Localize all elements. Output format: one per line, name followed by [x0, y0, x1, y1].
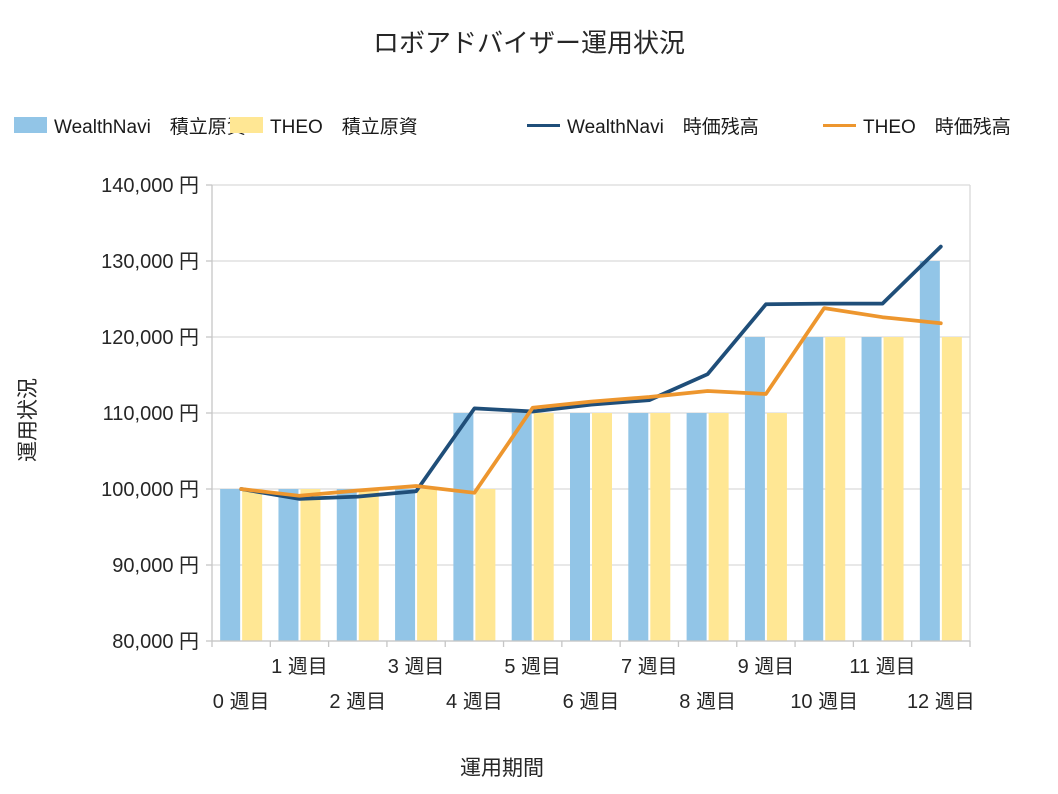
- legend-label: WealthNavi 積立原資: [54, 116, 246, 138]
- x-tick-label: 11 週目: [849, 655, 915, 678]
- bar-theo-principal: [766, 413, 787, 641]
- legend-item: WealthNavi 時価残高: [527, 112, 759, 138]
- x-tick-label: 7 週目: [621, 655, 678, 678]
- x-tick-label: 10 週目: [790, 690, 858, 713]
- bar-wealthnavi-principal: [336, 489, 357, 641]
- legend-line-marker-icon: [527, 123, 560, 127]
- legend-label: WealthNavi 時価残高: [567, 116, 759, 138]
- bar-theo-principal: [941, 337, 962, 641]
- bar-theo-principal: [417, 489, 438, 641]
- x-tick-label: 12 週目: [907, 690, 975, 713]
- bar-wealthnavi-principal: [395, 489, 416, 641]
- bar-wealthnavi-principal: [278, 489, 299, 641]
- y-tick-label: 120,000 円: [101, 327, 199, 349]
- x-tick-label: 9 週目: [738, 655, 795, 678]
- bar-wealthnavi-principal: [686, 413, 707, 641]
- y-tick-label: 140,000 円: [101, 175, 199, 197]
- y-tick-label: 80,000 円: [112, 631, 199, 653]
- bar-wealthnavi-principal: [570, 413, 590, 641]
- bar-theo-principal: [242, 489, 263, 641]
- x-tick-label: 6 週目: [563, 690, 620, 713]
- legend-line-marker-icon: [823, 123, 856, 127]
- chart-title: ロボアドバイザー運用状況: [372, 28, 685, 58]
- x-tick-label: 5 週目: [504, 655, 561, 678]
- bar-wealthnavi-principal: [511, 413, 532, 641]
- y-tick-label: 90,000 円: [112, 555, 199, 577]
- x-tick-label: 4 週目: [446, 690, 503, 713]
- bar-wealthnavi-principal: [861, 337, 882, 641]
- bar-wealthnavi-principal: [803, 337, 824, 641]
- bar-wealthnavi-principal: [744, 337, 765, 641]
- bar-theo-principal: [825, 337, 846, 641]
- line-wealthnavi-balance: [239, 244, 943, 501]
- bar-theo-principal: [300, 489, 321, 641]
- x-tick-label: 1 週目: [271, 655, 328, 678]
- y-tick-label: 110,000 円: [103, 403, 199, 425]
- bar-wealthnavi-principal: [628, 413, 649, 641]
- bar-wealthnavi-principal: [453, 413, 474, 641]
- y-tick-label: 100,000 円: [101, 479, 199, 501]
- bar-theo-principal: [592, 413, 612, 641]
- bar-theo-principal: [708, 413, 729, 641]
- x-tick-label: 8 週目: [679, 690, 736, 713]
- x-tick-label: 0 週目: [213, 690, 270, 713]
- x-axis-title: 運用期間: [460, 757, 544, 780]
- bar-wealthnavi-principal: [220, 489, 241, 641]
- y-axis-title: 運用状況: [17, 378, 40, 462]
- legend-label: THEO 時価残高: [863, 116, 1011, 138]
- x-tick-label: 2 週目: [329, 690, 386, 713]
- y-tick-label: 130,000 円: [101, 251, 199, 273]
- bar-theo-principal: [358, 489, 379, 641]
- line-theo-balance: [239, 306, 943, 498]
- x-tick-label: 3 週目: [388, 655, 445, 678]
- bar-theo-principal: [475, 489, 496, 641]
- legend-bar-swatch-icon: [14, 117, 47, 133]
- bar-theo-principal: [650, 413, 671, 641]
- legend-label: THEO 積立原資: [270, 116, 418, 138]
- bar-wealthnavi-principal: [919, 261, 940, 641]
- bar-theo-principal: [883, 337, 904, 641]
- legend-item: THEO 積立原資: [230, 112, 418, 138]
- bar-theo-principal: [533, 413, 554, 641]
- legend-item: THEO 時価残高: [823, 112, 1011, 138]
- legend-item: WealthNavi 積立原資: [14, 112, 246, 138]
- legend-bar-swatch-icon: [230, 117, 263, 133]
